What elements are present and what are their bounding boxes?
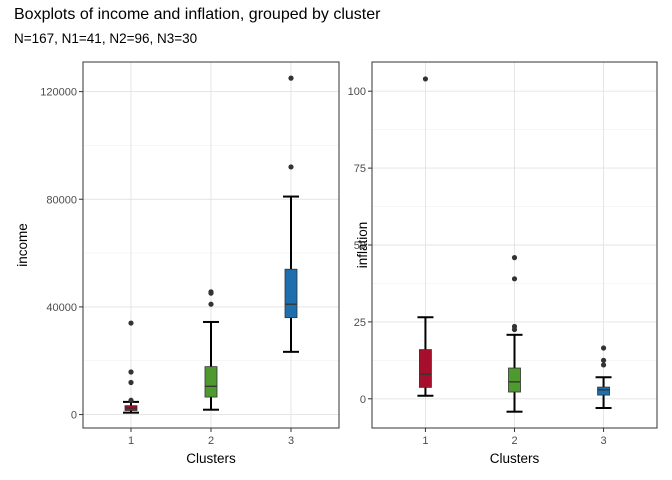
y-tick-label: 120000 (40, 87, 77, 99)
x-axis-title: Clusters (186, 451, 236, 466)
outlier-point (422, 76, 429, 82)
x-tick-label: 2 (208, 435, 214, 447)
y-tick-label: 100 (348, 86, 366, 98)
outlier-point (128, 369, 134, 375)
y-tick-label: 80000 (46, 194, 77, 206)
y-tick-label: 0 (360, 394, 366, 406)
outlier-point (288, 75, 294, 81)
outlier-point (600, 357, 607, 363)
outlier-point (128, 397, 134, 403)
box-2 (204, 366, 218, 398)
y-axis-title: inflation (355, 222, 370, 269)
outlier-point (288, 164, 294, 170)
outlier-point (208, 289, 214, 295)
outlier-point (600, 362, 607, 368)
x-tick-label: 3 (601, 435, 607, 447)
x-axis-title: Clusters (490, 451, 540, 466)
y-tick-label: 0 (71, 410, 77, 422)
x-tick-label: 3 (288, 435, 294, 447)
box-1 (419, 349, 432, 388)
outlier-point (511, 276, 518, 282)
outlier-point (511, 323, 518, 330)
outlier-point (128, 379, 134, 386)
outlier-point (600, 345, 607, 351)
y-tick-label: 25 (354, 317, 366, 329)
x-tick-label: 2 (511, 435, 517, 447)
box-3 (597, 386, 610, 396)
box-2 (508, 367, 521, 393)
box-3 (284, 268, 298, 319)
outlier-point (128, 320, 134, 326)
y-tick-label: 50 (354, 240, 366, 252)
chart-title: Boxplots of income and inflation, groupe… (14, 6, 381, 23)
x-tick-label: 1 (422, 435, 428, 447)
chart-subtitle: N=167, N1=41, N2=96, N3=30 (14, 31, 198, 46)
y-axis-title: income (15, 223, 30, 267)
outlier-point (511, 255, 518, 261)
outlier-point (208, 301, 214, 307)
y-tick-label: 40000 (46, 302, 77, 314)
y-tick-label: 75 (354, 163, 366, 175)
x-tick-label: 1 (128, 435, 134, 447)
